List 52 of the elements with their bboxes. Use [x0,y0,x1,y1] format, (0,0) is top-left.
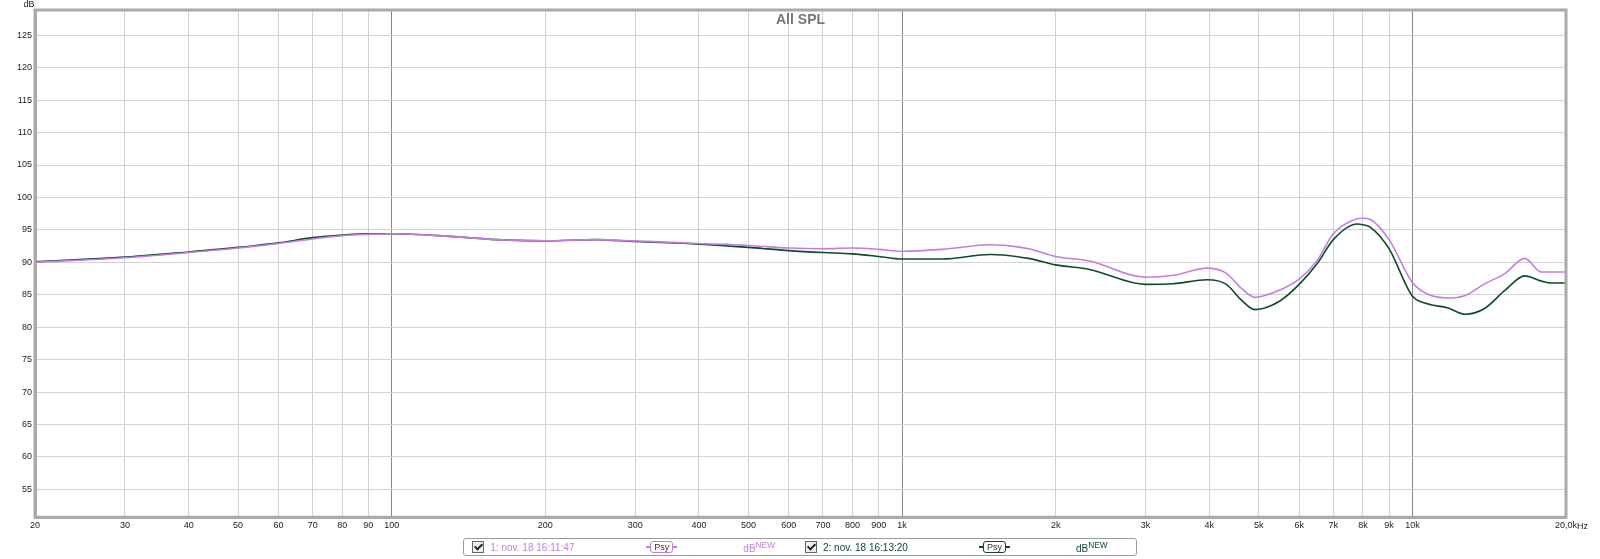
x-tick-label: 300 [627,520,643,531]
x-tick-label: 900 [871,520,887,531]
x-axis-title: Hz [1577,520,1589,531]
x-tick-label: 3k [1140,520,1151,531]
y-tick-label: 55 [22,483,33,494]
y-tick-label: 65 [22,418,33,429]
y-tick-label: 115 [17,94,33,105]
x-tick-label: 500 [740,520,756,531]
x-tick-label: 200 [537,520,553,531]
x-tick-label: 70 [307,520,318,531]
x-tick-label: 20 [30,520,41,531]
x-tick-label: 4k [1204,520,1215,531]
y-tick-label: 125 [16,29,33,40]
y-tick-label: 70 [22,386,33,397]
chart-title: All SPL [776,10,826,27]
text: Psy [983,541,1007,554]
x-tick-label: 7k [1328,520,1339,531]
x-tick-label: 2k [1050,520,1061,531]
text: 2: nov. 18 16:13:20 [823,541,909,553]
y-tick-label: 105 [16,159,33,170]
y-tick-label: 80 [22,321,33,332]
text: Psy [650,541,674,554]
x-tick-label: 1k [897,520,908,531]
x-tick-label: 8k [1358,520,1369,531]
x-tick-label: 50 [233,520,244,531]
x-tick-label: 5k [1253,520,1264,531]
x-tick-label: 700 [815,520,831,531]
y-tick-label: 85 [22,289,33,300]
y-tick-label: 60 [22,451,33,462]
x-tick-label: 90 [363,520,374,531]
x-tick-label: 800 [845,520,861,531]
x-tick-label: 9k [1384,520,1395,531]
x-tick-label: 60 [273,520,284,531]
x-tick-label: 400 [691,520,707,531]
x-tick-label: 30 [119,520,130,531]
x-tick-label: 40 [183,520,194,531]
y-axis-title: dB [23,0,35,9]
y-tick-label: 100 [16,191,33,202]
text: dB$^{NEW}$ [743,540,775,555]
x-tick-label: 600 [781,520,797,531]
x-tick-label: 80 [337,520,348,531]
y-tick-label: 75 [22,354,33,365]
x-tick-label: 20,0k [1554,520,1578,531]
text: dB$^{NEW}$ [1076,540,1108,555]
x-tick-label: 100 [384,520,400,531]
y-tick-label: 120 [16,62,33,73]
y-tick-label: 95 [22,224,33,235]
text: 1: nov. 18 16:11:47 [490,541,576,553]
y-tick-label: 90 [22,256,33,267]
x-tick-label: 6k [1294,520,1305,531]
y-tick-label: 110 [17,127,33,138]
x-tick-label: 10k [1405,520,1421,531]
